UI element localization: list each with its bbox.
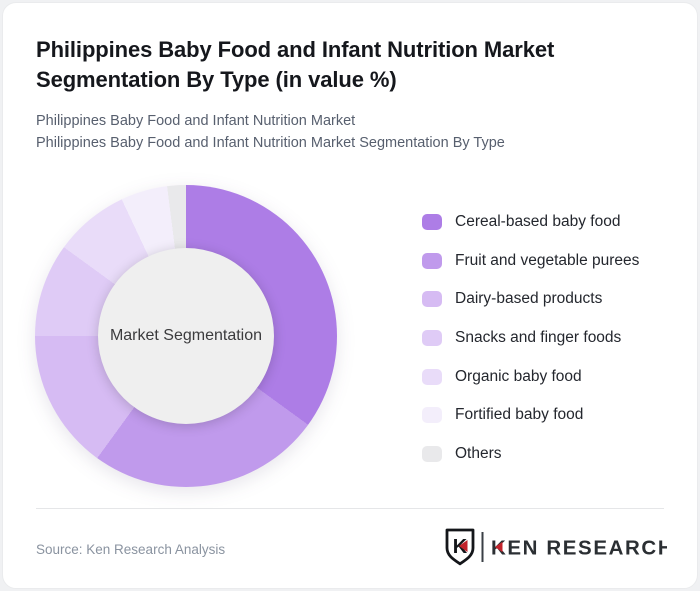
legend-item-label: Cereal-based baby food [455,213,621,231]
legend-item-label: Fruit and vegetable purees [455,251,640,269]
legend-item-label: Dairy-based products [455,290,603,308]
subtitle-line-2: Philippines Baby Food and Infant Nutriti… [36,134,505,151]
legend-item-label: Others [455,444,502,462]
logo-wordmark-red-triangle-icon [495,541,503,553]
page-title: Philippines Baby Food and Infant Nutriti… [36,35,667,95]
logo-shield-icon [445,528,475,566]
chart-legend: Cereal-based baby food Fruit and vegetab… [422,203,682,473]
donut-center-label: Market Segmentation [109,327,263,344]
title-line-1: Philippines Baby Food and Infant Nutriti… [36,37,555,62]
legend-swatch-icon [422,368,442,385]
logo-shield-red-triangle-icon [459,540,468,552]
footer-divider [36,508,664,509]
legend-swatch-icon [422,214,442,231]
legend-item[interactable]: Cereal-based baby food [422,203,682,242]
legend-item[interactable]: Fruit and vegetable purees [422,242,682,281]
legend-item[interactable]: Dairy-based products [422,280,682,319]
source-text: Source: Ken Research Analysis [36,542,226,557]
legend-item[interactable]: Others [422,435,682,474]
legend-swatch-icon [422,445,442,462]
legend-item-label: Snacks and finger foods [455,329,622,347]
legend-swatch-icon [422,330,442,347]
logo-wordmark: KEN RESEARCH [491,537,667,560]
legend-item-label: Organic baby food [455,367,582,385]
logo-shield-k: K [453,536,468,558]
chart-subtitle: Philippines Baby Food and Infant Nutriti… [36,111,667,154]
legend-item[interactable]: Fortified baby food [422,396,682,435]
subtitle-line-1: Philippines Baby Food and Infant Nutriti… [36,113,356,129]
legend-swatch-icon [422,291,442,308]
logo-separator [481,532,484,562]
ken-research-logo-svg: K KEN RESEARCH [445,528,673,566]
ken-research-logo: K KEN RESEARCH [443,527,673,567]
legend-swatch-icon [422,407,442,424]
donut-chart[interactable]: Market Segmentation [35,185,337,487]
legend-item[interactable]: Snacks and finger foods [422,319,682,358]
title-line-2: Segmentation By Type (in value %) [36,67,397,92]
legend-item-label: Fortified baby food [455,406,584,424]
legend-item[interactable]: Organic baby food [422,357,682,396]
donut-hole: Market Segmentation [98,248,274,424]
legend-swatch-icon [422,252,442,269]
